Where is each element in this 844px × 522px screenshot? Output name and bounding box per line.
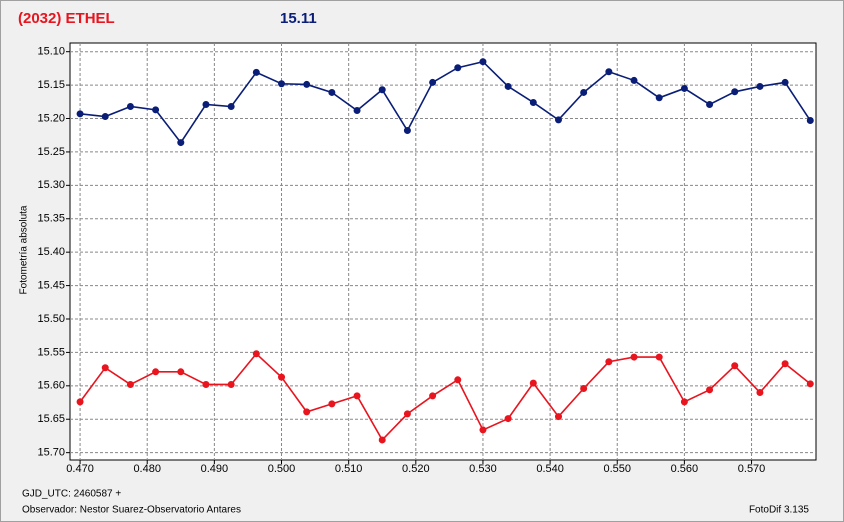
data-point [303, 408, 311, 416]
data-point [454, 64, 462, 72]
y-tick-label: 15.15 [37, 79, 65, 91]
data-point [378, 436, 386, 444]
data-point [554, 413, 562, 421]
data-point [655, 94, 663, 102]
data-point [101, 113, 109, 121]
footer: Observador: Nestor Suarez-Observatorio A… [22, 505, 241, 516]
y-tick-label: 15.65 [37, 413, 65, 425]
x-tick-label: 0.490 [201, 463, 229, 475]
y-tick-label: 15.60 [37, 380, 65, 392]
y-tick-label: 15.70 [37, 447, 65, 459]
data-point [152, 106, 160, 114]
x-tick-label: 0.550 [603, 463, 631, 475]
data-point [252, 68, 260, 76]
series-line [79, 352, 811, 442]
data-point [227, 102, 235, 110]
data-point [202, 100, 210, 108]
data-point [580, 384, 588, 392]
data-point [303, 80, 311, 88]
x-tick-label: 0.480 [133, 463, 161, 475]
x-tick-label: 0.530 [469, 463, 497, 475]
x-tick-label: 0.520 [402, 463, 430, 475]
data-point [554, 116, 562, 124]
data-point [504, 82, 512, 90]
x-tick-label: 0.510 [335, 463, 363, 475]
y-tick-label: 15.35 [37, 213, 65, 225]
y-tick-label: 15.50 [37, 313, 65, 325]
data-point [126, 102, 134, 110]
data-point [403, 127, 411, 135]
data-point [731, 88, 739, 96]
series-line [79, 60, 811, 144]
data-point [177, 368, 185, 376]
data-point [580, 88, 588, 96]
data-point [252, 350, 260, 358]
data-point [756, 389, 764, 397]
data-point [227, 380, 235, 388]
data-point [454, 376, 462, 384]
footer: FotoDif 3.135 [749, 505, 809, 516]
data-point [756, 82, 764, 90]
y-tick-label: 15.30 [37, 179, 65, 191]
y-tick-label: 15.55 [37, 346, 65, 358]
data-point [126, 380, 134, 388]
data-point [101, 364, 109, 372]
data-point [429, 392, 437, 400]
x-tick-label: 0.570 [738, 463, 766, 475]
x-tick-label: 0.540 [536, 463, 564, 475]
plot-area [69, 42, 817, 461]
y-axis-label: Fotometría absoluta [19, 205, 30, 294]
data-point [706, 100, 714, 108]
data-point [781, 360, 789, 368]
y-tick-label: 15.20 [37, 112, 65, 124]
data-point [731, 362, 739, 370]
data-point [429, 78, 437, 86]
data-point [781, 78, 789, 86]
data-point [328, 400, 336, 408]
data-point [353, 392, 361, 400]
data-point [680, 398, 688, 406]
data-point [479, 58, 487, 66]
data-point [655, 353, 663, 361]
data-point [806, 117, 814, 125]
x-tick-label: 0.560 [671, 463, 699, 475]
data-point [177, 139, 185, 147]
data-point [278, 80, 286, 88]
data-point [529, 98, 537, 106]
footer: GJD_UTC: 2460587 + [22, 489, 121, 500]
data-point [328, 88, 336, 96]
data-point [378, 86, 386, 94]
data-point [353, 106, 361, 114]
data-point [529, 379, 537, 387]
x-tick-label: 0.500 [268, 463, 296, 475]
data-point [76, 398, 84, 406]
data-point [403, 410, 411, 418]
data-point [202, 380, 210, 388]
data-point [706, 386, 714, 394]
data-point [605, 358, 613, 366]
y-tick-label: 15.10 [37, 46, 65, 58]
y-tick-label: 15.45 [37, 279, 65, 291]
data-point [605, 68, 613, 76]
x-tick-label: 0.470 [66, 463, 94, 475]
data-point [76, 110, 84, 118]
data-point [152, 368, 160, 376]
data-point [806, 380, 814, 388]
data-point [680, 84, 688, 92]
data-point [504, 415, 512, 423]
chart-title: (2032) ETHEL [18, 10, 115, 27]
y-tick-label: 15.40 [37, 246, 65, 258]
data-point [278, 373, 286, 381]
chart-subtitle: 15.11 [280, 10, 317, 27]
data-point [630, 353, 638, 361]
y-tick-label: 15.25 [37, 146, 65, 158]
data-point [479, 426, 487, 434]
data-point [630, 76, 638, 84]
